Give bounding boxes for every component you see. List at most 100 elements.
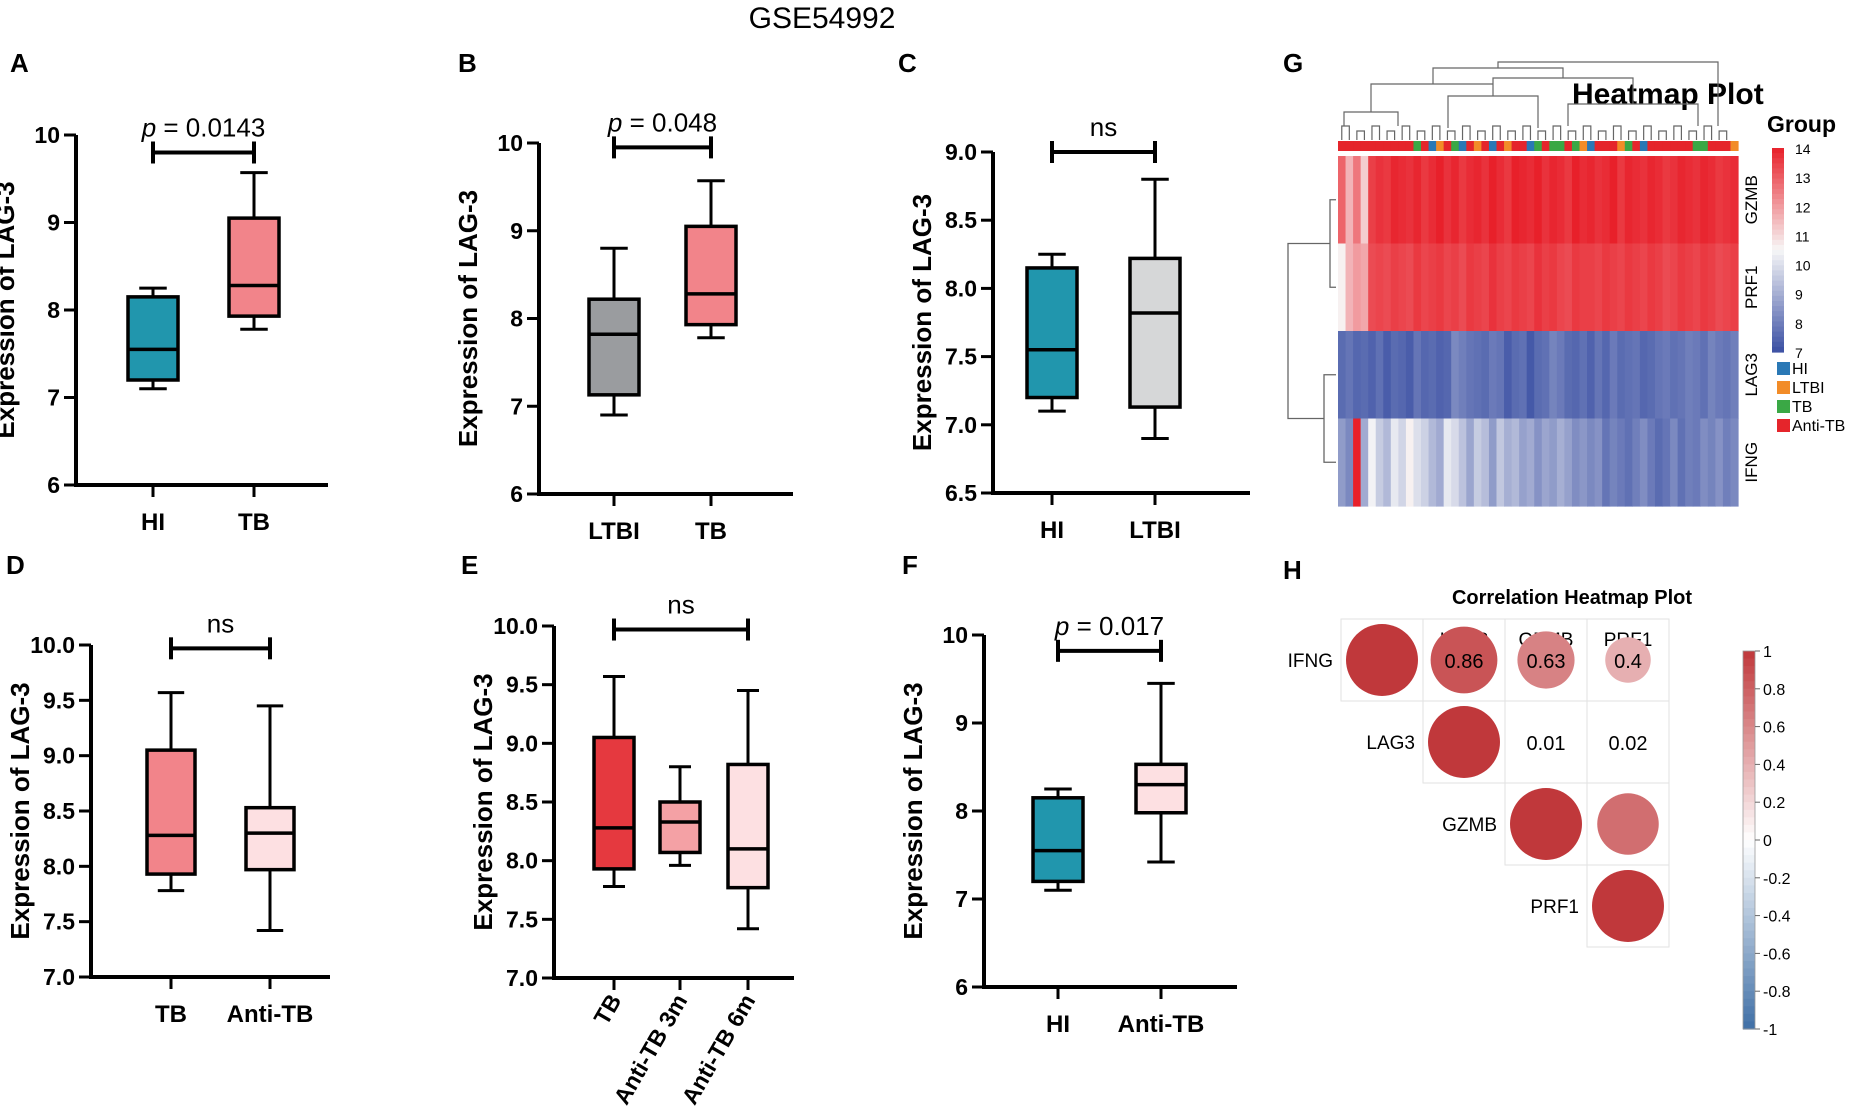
heatmap-cell — [1692, 243, 1701, 332]
heatmap-cell — [1594, 243, 1603, 332]
heatmap-cell — [1549, 331, 1558, 420]
heatmap-cell — [1534, 418, 1543, 507]
corr-circle — [1597, 793, 1659, 855]
heatmap-cell — [1413, 418, 1422, 507]
heatmap-cell — [1587, 418, 1596, 507]
y-tick-label: 7.5 — [43, 909, 75, 935]
box-tb — [684, 179, 738, 340]
heatmap-cell — [1670, 156, 1679, 245]
group-annotation-cell — [1654, 141, 1664, 151]
heatmap-cell — [1368, 156, 1377, 245]
heatmap-cell — [1488, 156, 1498, 245]
heatmap-cell — [1707, 243, 1716, 332]
heatmap-cell — [1353, 156, 1362, 245]
corr-colorbar-segment — [1743, 771, 1755, 781]
heatmap-cell — [1579, 243, 1588, 332]
group-annotation-cell — [1390, 141, 1399, 151]
colorbar-segment — [1772, 224, 1784, 231]
heatmap-cell — [1413, 156, 1422, 245]
heatmap-cell — [1345, 156, 1354, 245]
heatmap-cell — [1496, 418, 1505, 507]
heatmap-cell — [1458, 243, 1467, 332]
group-annotation-cell — [1338, 141, 1347, 151]
colorbar-segment — [1772, 295, 1784, 302]
y-tick-label: 7 — [510, 393, 523, 419]
heatmap-panel-g: G Heatmap Plot GZMB PRF1 LAG3 IFNG Group 14 13 12… — [1283, 48, 1845, 507]
heatmap-cell — [1722, 243, 1732, 332]
heatmap-cell — [1436, 243, 1445, 332]
heatmap-cell — [1632, 243, 1641, 332]
y-tick-label: 8.5 — [506, 789, 538, 815]
heatmap-cell — [1647, 331, 1656, 420]
group-annotation-cell — [1375, 141, 1384, 151]
group-legend-swatch — [1777, 362, 1790, 375]
panel-label: D — [6, 550, 25, 580]
corr-colorbar-segment — [1743, 658, 1755, 667]
corr-colorbar-tick-label: -1 — [1763, 1022, 1777, 1039]
heatmap-cell — [1594, 418, 1603, 507]
colorbar-segment — [1772, 265, 1784, 271]
corr-value-label: 0.86 — [1445, 651, 1484, 673]
heatmap-cell — [1383, 156, 1392, 245]
y-tick-label: 8.0 — [945, 275, 977, 301]
corr-colorbar-segment — [1743, 1013, 1755, 1023]
y-tick-label: 7.0 — [43, 964, 75, 990]
group-annotation-cell — [1345, 141, 1354, 151]
heatmap-cell — [1677, 418, 1686, 507]
group-annotation-cell — [1662, 141, 1671, 151]
colorbar-tick-label: 7 — [1795, 345, 1803, 361]
colorbar-segment — [1772, 188, 1784, 195]
heatmap-cell — [1360, 331, 1369, 420]
heatmap-cell — [1375, 156, 1384, 245]
corr-colorbar-segment — [1743, 666, 1755, 675]
p-symbol: p — [607, 107, 622, 137]
heatmap-cell — [1639, 243, 1649, 332]
heatmap-cell — [1730, 418, 1739, 507]
heatmap-cell — [1677, 331, 1686, 420]
heatmap-cell — [1617, 156, 1626, 245]
heatmap-cell — [1405, 331, 1415, 420]
boxplot-panel-f: F 6 7 8 9 10 Expression of LAG-3 HI Anti-TB p = 0… — [898, 550, 1237, 1038]
heatmap-cell — [1632, 156, 1641, 245]
heatmap-cell — [1670, 331, 1679, 420]
heatmap-cell — [1730, 243, 1739, 332]
colorbar-tick-label: 8 — [1795, 316, 1803, 332]
heatmap-cell — [1511, 156, 1520, 245]
heatmap-cell — [1405, 243, 1415, 332]
colorbar-segment — [1772, 219, 1784, 226]
corr-colorbar-segment — [1743, 885, 1755, 894]
heatmap-cell — [1602, 418, 1611, 507]
corr-colorbar-segment — [1743, 832, 1755, 841]
colorbar-tick-label: 12 — [1795, 199, 1811, 215]
corr-circle — [1510, 788, 1582, 860]
colorbar-segment — [1772, 204, 1784, 210]
corr-colorbar-segment — [1743, 915, 1755, 924]
group-annotation-cell — [1700, 141, 1709, 151]
group-annotation-cell — [1624, 141, 1633, 151]
corr-colorbar-segment — [1743, 945, 1755, 954]
group-annotation-cell — [1639, 141, 1649, 151]
y-axis-title: Expression of LAG-3 — [898, 682, 928, 939]
y-tick-label: 8.0 — [43, 853, 75, 879]
y-tick-label: 6 — [510, 481, 523, 507]
corr-colorbar-segment — [1743, 756, 1755, 765]
x-tick-label: HI — [1046, 1011, 1070, 1038]
corr-colorbar-segment — [1743, 877, 1755, 886]
group-annotation-cell — [1504, 141, 1513, 151]
y-tick-label: 9 — [510, 218, 523, 244]
heatmap-cell — [1504, 243, 1513, 332]
corr-value-label: 0.02 — [1609, 733, 1648, 755]
heatmap-cell — [1715, 331, 1724, 420]
corr-colorbar-tick-label: -0.4 — [1763, 909, 1791, 926]
x-tick-label: TB — [238, 509, 270, 536]
heatmap-cell — [1458, 331, 1467, 420]
heatmap-cell — [1451, 156, 1460, 245]
heatmap-cell — [1368, 243, 1377, 332]
colorbar-segment — [1772, 229, 1784, 236]
heatmap-cell — [1360, 243, 1369, 332]
corr-colorbar-segment — [1743, 688, 1755, 697]
heatmap-cell — [1534, 156, 1543, 245]
heatmap-cell — [1654, 418, 1664, 507]
group-annotation-cell — [1496, 141, 1505, 151]
